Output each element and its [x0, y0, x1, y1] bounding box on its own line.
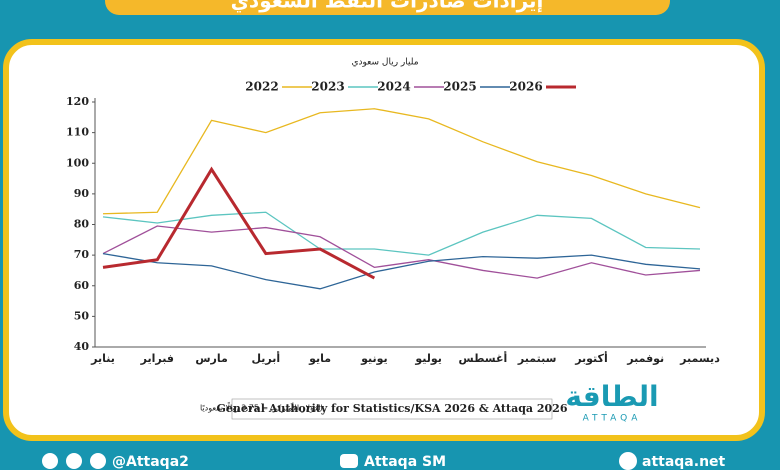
- x-tick-label: أغسطس: [459, 351, 508, 365]
- panel: [3, 39, 765, 441]
- x-icon[interactable]: [42, 453, 58, 469]
- y-tick-label: 80: [74, 218, 90, 231]
- x-tick-label: يوليو: [414, 352, 442, 365]
- x-tick-label: نوفمبر: [626, 352, 664, 365]
- x-tick-label: سبتمبر: [517, 352, 557, 365]
- web-icon[interactable]: [619, 452, 637, 470]
- facebook-icon[interactable]: [90, 453, 106, 469]
- x-tick-label: ديسمبر: [679, 352, 720, 365]
- x-tick-label: أكتوبر: [574, 351, 608, 365]
- x-tick-label: مارس: [195, 352, 227, 365]
- y-tick-label: 90: [74, 187, 90, 200]
- x-tick-label: يونيو: [360, 352, 388, 365]
- source: General Authority for Statistics/KSA 202…: [217, 402, 568, 415]
- unit-label: مليار ريال سعودي: [351, 58, 418, 68]
- y-tick-label: 50: [74, 309, 90, 322]
- y-tick-label: 100: [66, 156, 89, 169]
- instagram-icon[interactable]: [66, 453, 82, 469]
- footer-social[interactable]: @Attaqa2: [112, 454, 189, 470]
- legend-label: 2022: [245, 80, 278, 94]
- x-tick-label: يناير: [90, 352, 115, 365]
- series-line: [102, 225, 701, 279]
- footer-site[interactable]: attaqa.net: [642, 454, 726, 470]
- legend-label: 2025: [443, 80, 476, 94]
- x-tick-label: أبريل: [251, 351, 280, 365]
- y-tick-label: 70: [74, 248, 90, 261]
- series-line: [102, 166, 376, 280]
- logo-latin: ATTAQA: [583, 414, 642, 424]
- x-tick-label: فبراير: [140, 352, 174, 365]
- title-banner: [105, 0, 670, 15]
- y-tick-label: 110: [66, 126, 89, 139]
- legend-label: 2023: [311, 80, 344, 94]
- note: الدولار الأميركي = 3.75 ريالًا سعوديًا: [200, 402, 323, 413]
- series-line: [102, 211, 701, 256]
- footer-youtube[interactable]: Attaqa SM: [364, 454, 446, 470]
- y-tick-label: 60: [74, 279, 90, 292]
- chart-title: إيرادات صادرات النفط السعودي: [231, 0, 544, 14]
- legend-label: 2026: [509, 80, 542, 94]
- youtube-icon[interactable]: [340, 454, 358, 468]
- x-tick-label: مايو: [308, 352, 331, 365]
- legend-label: 2024: [377, 80, 410, 94]
- source-box: [231, 398, 553, 420]
- y-tick-label: 40: [74, 340, 90, 353]
- series-line: [102, 108, 701, 215]
- series-line: [102, 252, 701, 290]
- y-tick-label: 120: [66, 95, 89, 108]
- logo-arabic: الطاقة: [565, 380, 658, 413]
